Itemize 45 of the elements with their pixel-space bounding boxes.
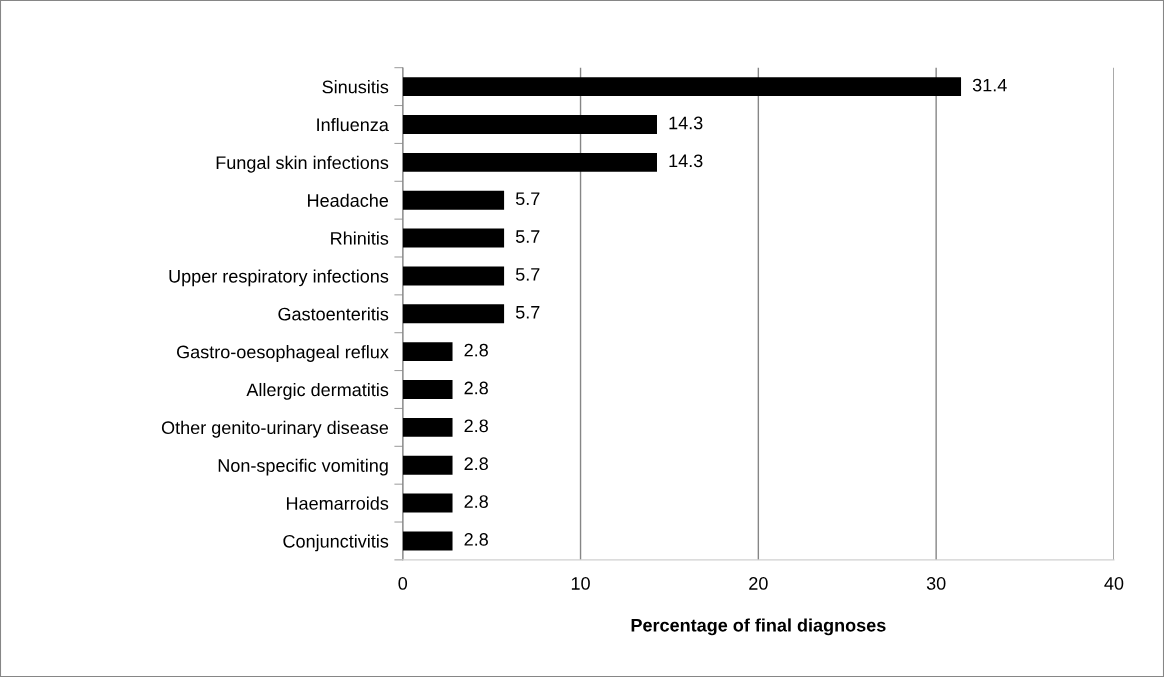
bar xyxy=(402,417,453,437)
y-tick-label: Rhinitis xyxy=(331,231,389,245)
y-tick-label: Haemarroids xyxy=(286,496,389,510)
bar xyxy=(402,531,453,551)
bar xyxy=(402,342,453,362)
y-tick-label: Non-specific vomiting xyxy=(218,458,388,476)
y-tick-label: Other genito-urinary disease xyxy=(161,420,389,438)
y-tick-label: Gastro-oesophageal reflux xyxy=(177,345,389,362)
x-tick-label: 20 xyxy=(749,577,768,590)
data-label: 2.8 xyxy=(464,457,488,471)
x-axis-title: Percentage of final diagnoses xyxy=(631,618,886,636)
data-label: 5.7 xyxy=(515,230,540,243)
data-label: 2.8 xyxy=(464,495,488,508)
bar xyxy=(402,455,453,475)
data-label: 14.3 xyxy=(669,154,703,168)
bar xyxy=(402,380,453,399)
y-tick-label: Allergic dermatitis xyxy=(246,382,389,400)
x-tick-label: 10 xyxy=(571,577,590,590)
data-label: 5.7 xyxy=(515,306,540,319)
bar xyxy=(402,304,505,324)
y-tick-label: Gastoenteritis xyxy=(278,307,389,321)
x-tick-label: 0 xyxy=(398,577,408,590)
x-tick-label: 30 xyxy=(926,577,946,590)
y-tick-label: Influenza xyxy=(317,117,389,132)
y-tick-label: Conjunctivitis xyxy=(283,534,389,552)
bar xyxy=(402,266,505,286)
data-label: 14.3 xyxy=(669,116,703,130)
bar xyxy=(402,228,505,248)
bar xyxy=(402,77,962,97)
data-label: 2.8 xyxy=(464,533,488,546)
y-tick-label: Sinusitis xyxy=(322,80,389,94)
data-label: 2.8 xyxy=(464,343,488,357)
data-label: 5.7 xyxy=(515,192,540,206)
bar xyxy=(402,493,453,513)
bar xyxy=(402,115,657,134)
data-label: 2.8 xyxy=(464,381,488,395)
bar xyxy=(402,190,505,210)
bar xyxy=(402,152,657,172)
data-label: 2.8 xyxy=(464,419,488,433)
y-tick-label: Headache xyxy=(308,193,389,207)
data-label: 31.4 xyxy=(972,78,1007,92)
data-label: 5.7 xyxy=(515,268,540,281)
x-tick-label: 40 xyxy=(1104,577,1124,590)
y-tick-label: Fungal skin infections xyxy=(216,155,389,173)
y-tick-label: Upper respiratory infections xyxy=(169,269,389,287)
